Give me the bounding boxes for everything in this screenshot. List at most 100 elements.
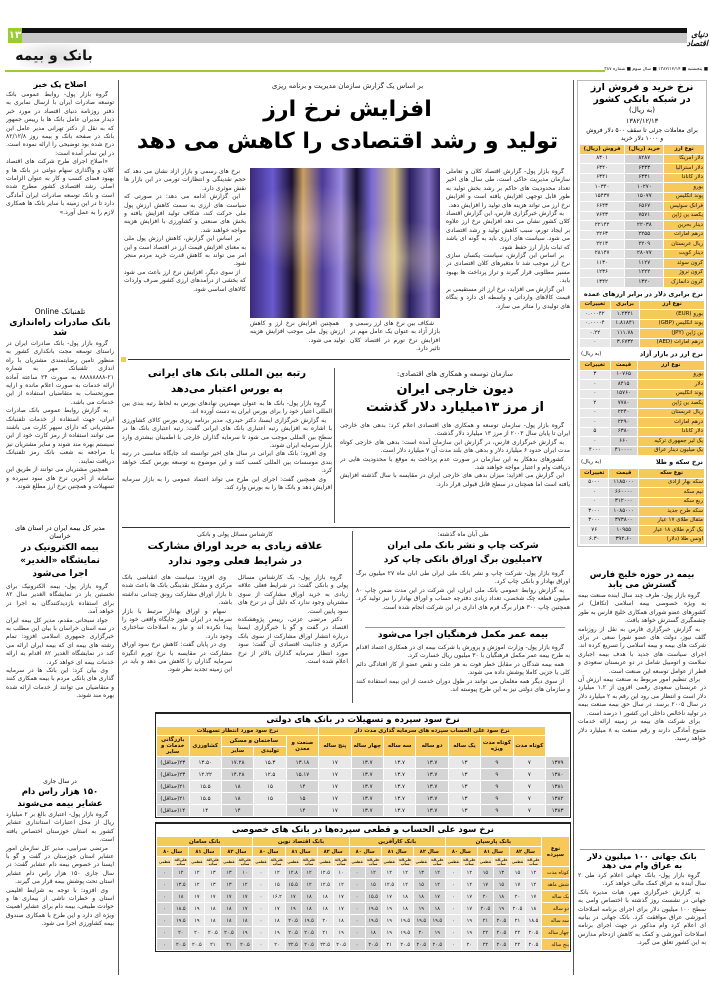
table-cell: ۱۷ [460, 890, 478, 903]
free-market-table: نوع ارز قیمت تغییرات یورو ۱۰۷۶۵ ۳ دلار ۸۴۱۵ ۰ پون… [579, 360, 706, 456]
table-cell: ۲۲۶۳ [578, 229, 626, 240]
sub-header: علی‌الحساب [492, 856, 510, 867]
table-cell: ۱۷ [508, 878, 526, 891]
table-cell: ۱۲ [396, 878, 414, 891]
table-cell: ۰ [348, 926, 366, 939]
table-cell: ۲۰.۵ [172, 938, 190, 951]
sub-header: علی‌الحساب [428, 856, 446, 867]
map-background [20, 44, 90, 68]
paragraph: گروه بازار پول- وزارت آموزش و پرورش با ش… [356, 644, 570, 660]
table-row: یکصد ین ژاپن ۷۵۷۱ ۷۶۴۳ [578, 210, 705, 221]
table-row: مثقال طلای ۱۷ عیار ۳۷۳۸۰۰ ۳۰۰۰ [578, 515, 705, 526]
table-cell: ۳.۶۷۳۲ [609, 337, 641, 348]
table-cell: ۲۰.۵ [332, 938, 350, 951]
table-cell: ۲۲۰۹ [624, 239, 665, 250]
table-row: یک گرم طلای ۱۸ عیار ۱۰۹۵۵ ۷۶ [578, 525, 705, 536]
table-cell: درهم امارات (AED) [639, 337, 705, 348]
sub-header: علی‌الحساب [204, 856, 222, 867]
state-bank-rates-table: نرخ سود سپرده و تسهیلات در بانک های دولت… [155, 712, 571, 818]
table-cell: ۱۰۳۴۰ [578, 182, 626, 193]
fx-table: نوع ارز خرید (ریال) فروش (ریال) دلار آمریکا… [578, 144, 705, 288]
table-cell: ۱۳.۷ [382, 792, 417, 805]
wb-body: گروه بازار پول- بانک جهانی اعلام کرد طی … [578, 872, 706, 972]
table-row: ۱۳۸۰ ۷ ۹ ۱۳ ۱۳.۷ ۱۳.۷ ۱۳.۷ ۱۷ ۱۵.۱۷ ۱۲.۵ ۱۴.۲۸ ۱۲.۲… [156, 768, 570, 781]
table-cell: ۱۹ [188, 902, 206, 915]
paragraph: گروه بازار پول- بانک ها به عنوان مهمترین… [122, 400, 332, 416]
table-cell: ۱۳.۷ [350, 780, 384, 793]
table-cell: ۱۵.۵ [364, 890, 382, 903]
bank-header: بانک اقتصاد نوین [252, 836, 350, 847]
wb-headline-2: به عراق وام می دهد [601, 861, 683, 870]
table-cell: ۱۳ [447, 756, 482, 769]
table-cell: ۱۲ [300, 866, 318, 879]
year-header: سال ۸۱ [476, 846, 510, 857]
table-cell: ۲۲۵۵ [624, 229, 665, 240]
table-cell: ۱۵ [476, 866, 494, 879]
table-row: کرون نروژ ۱۲۲۲ ۱۲۳۶ [578, 267, 705, 278]
wb-headline-1: بانک جهانی ۱۰۰ میلیون دلار [587, 852, 697, 861]
group-header: نرخ سود علی الحساب سپرده های سرمایه گذار… [318, 726, 546, 736]
table-cell: ۶۳۴۱ [578, 172, 626, 183]
column-header: نوع ارز [663, 144, 705, 155]
paragraph: نرخ های رسمی و بازار آزاد نشان می دهد که… [124, 168, 246, 192]
table-cell: ۰ [252, 866, 270, 879]
paragraph: «اصلاح اجرای طرح شرکت های اقتصاد کلان و … [6, 158, 114, 216]
table-cell: ۲۲ [476, 926, 494, 939]
rank-headline-1: رتبه بین المللی بانک های ایرانی [147, 368, 307, 379]
table-cell: ۱۸ [396, 902, 414, 915]
table-cell: سکه بهار آزادی [638, 477, 705, 488]
table-row: ین ژاپن (JPY) ۱۱۱.۷۸ ۰.۲۲ [579, 328, 705, 339]
table-cell: ۲۱ [204, 938, 222, 951]
table-row: دلار آمریکا ۸۲۸۷ ۸۳۰۱ [578, 153, 705, 164]
row-label: کوتاه مدت [541, 866, 570, 879]
lead-body-right: گروه بازار پول- گزارش اقتصاد کلان و تعام… [446, 168, 570, 343]
table-cell: ۰.۰۰۰۴۲ [579, 309, 611, 320]
paragraph: مرتضی سرابیی، مدیر کل سازمان امور عشایر … [6, 844, 114, 886]
sub-header: قطعی [380, 856, 398, 867]
table-cell: یکصد ین ژاپن [636, 398, 706, 409]
table-row: درهم امارات (AED) ۳.۶۷۳۲ ۰ [579, 337, 705, 348]
livestock-body: گروه بازار پول- اعتباری بالغ بر ۲ میلیار… [6, 811, 114, 1006]
sub-header: قطعی [412, 856, 430, 867]
year-header: سال ۸۲ [316, 846, 350, 857]
table-cell: ۱۲ [460, 878, 478, 891]
insurance-headline: بیمه عمر مکمل فرهنگیان اجرا می‌شود [377, 630, 549, 640]
caption: همچنین افزایش نرخ ارز و کاهش ارزش پول مل… [250, 320, 345, 344]
private-bank-rates-table: نرخ سود علی الحساب و قطعی سپرده‌ها در با… [155, 822, 571, 952]
sub-header: قطعی [155, 856, 174, 867]
table-row: ربع سکه ۳۱۲۰۰۰ ۰ [578, 496, 705, 507]
free-market-title: نرخ ارز در بازار آزاد (به ریال) [581, 350, 703, 359]
table-cell: ۱۳ [447, 780, 482, 793]
table-cell: ۱۵ [253, 780, 287, 793]
column-header: نوع سکه [638, 468, 705, 479]
table-cell: ۱۰۸۵۰۰۰ [608, 506, 640, 517]
table-cell: ۱۹ [284, 902, 302, 915]
row-label: سه ساله [541, 914, 570, 927]
table-cell: دلار [636, 379, 706, 390]
lead-caption-right: شکاف بین نرخ های ارز رسمی و بازار آزاد ب… [350, 320, 440, 354]
table-cell: ۶.۳۰ [578, 534, 610, 545]
table-cell: ۱۹ [236, 926, 254, 939]
column-divider [118, 80, 119, 975]
table-cell: ۱۵ [492, 878, 510, 891]
table-cell: ۱۵۷۶۰ [609, 388, 638, 399]
table-cell: ۱۸ [316, 902, 334, 915]
telebank-body: گروه بازار پول- بانک صادرات ایران در راس… [6, 340, 114, 518]
year-cell: ۱۳۸۱ [545, 780, 570, 793]
table-cell: ۱۹.۵ [396, 914, 414, 927]
column-header: فروش (ریال) [578, 144, 626, 155]
table-cell: ۱۴ [220, 804, 255, 817]
debt-body: گروه بازار پول- سازمان توسعه و همکاری ها… [340, 422, 570, 522]
table-cell: اونس طلا (دلار) [638, 534, 705, 545]
paragraph: وی بیان کرد: این بانک ها در سرمایه گذاری… [6, 667, 114, 700]
gold-title-text: نرخ سکه و طلا [655, 458, 703, 466]
table-row: دینار کویت ۲۸۰۷۷ ۲۸۱۴۷ [578, 248, 705, 259]
sub-header: قطعی [252, 856, 270, 867]
column-header: یک ساله [447, 735, 482, 757]
table-row: پوند انگلیس ۱۵۰۷۷ ۱۵۴۳۷ [578, 191, 705, 202]
table-cell: ۰ [348, 890, 366, 903]
section-rule [580, 849, 705, 850]
table-cell: ۱۸ [172, 890, 190, 903]
table-cell: ۱۲ [396, 866, 414, 879]
table-cell: ۱۳۲۰ [624, 277, 665, 288]
